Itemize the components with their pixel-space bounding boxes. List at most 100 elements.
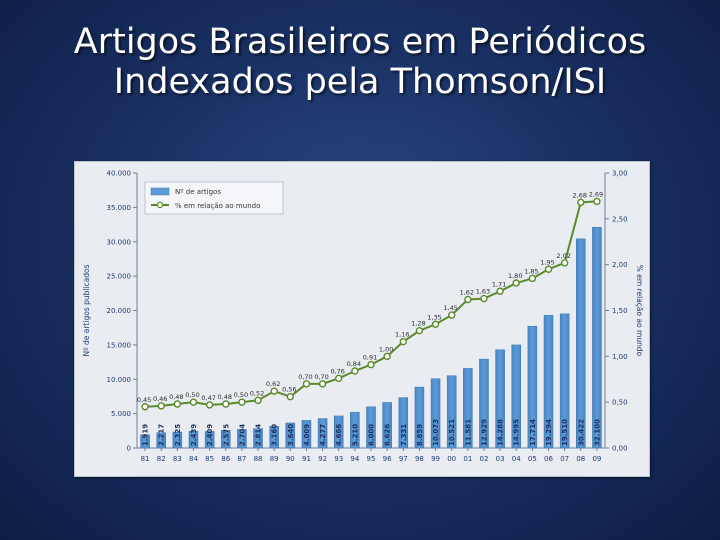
bar [237,429,247,449]
pct-point [335,374,343,383]
x-tick-label: 85 [205,455,214,463]
bar [559,313,570,449]
pct-point-label: 0,62 [266,380,280,388]
pct-point-label: 1,80 [508,272,522,280]
bar-value-label: 2.217 [158,424,166,446]
pct-point-label: 1,16 [395,331,409,339]
x-tick-label: 05 [528,455,537,463]
x-tick-label: 98 [415,455,424,463]
x-tick-label: 99 [431,455,440,463]
bar-value-label: 3.640 [287,424,295,446]
pct-line: 0,45 0,46 0,48 0,50 0,47 0,48 0,50 0,520,620,56… [137,190,603,411]
pct-point-label: 0,50 [185,391,199,399]
bar-value-label: 5.210 [351,424,359,446]
bar-value-label: 1.919 [142,424,150,446]
pct-point-label: 0,70 [298,373,312,381]
y-tick-label-right: 1,00 [612,353,628,361]
legend-swatch-bars [150,187,170,196]
pct-point [351,367,359,375]
y-tick-label-left: 10.000 [107,376,132,384]
legend: Nº de artigos % em relação ao mundo [144,181,284,215]
y-tick-label-left: 15.000 [107,341,132,349]
pct-point-label: 0,91 [363,354,377,362]
pct-point [205,401,214,409]
x-tick-label: 92 [318,455,327,463]
y-tick-label-left: 20.000 [107,307,132,315]
y-tick-label-left: 25.000 [107,273,132,281]
pct-point-label: 1,95 [540,258,554,266]
pct-point-label: 0,56 [282,386,296,394]
bar [446,375,457,449]
pct-point [222,400,230,408]
pct-point [238,398,246,406]
y-tick-label-right: 2,50 [612,215,628,223]
bar [463,368,473,449]
bar-value-label: 3.160 [271,424,279,446]
bar [398,397,409,449]
bar [285,422,296,449]
bar [269,426,279,449]
pct-point-label: 2,02 [556,252,570,260]
x-tick-label: 93 [334,455,343,463]
pct-point [318,380,327,388]
pct-point-label: 1,45 [443,304,457,312]
x-tick-label: 96 [383,455,392,463]
bar-value-label: 2.704 [238,424,246,446]
x-tick-label: 81 [141,455,150,463]
pct-point-label: 0,45 [137,396,151,404]
bar [350,411,360,449]
y-tick-label-right: 0,00 [612,445,628,453]
bar [576,238,586,449]
bar [527,325,538,449]
bar-value-label: 14.288 [497,419,505,446]
y-axis-title-left: Nº de artigos publicados [82,264,91,356]
pct-point-label: 0,46 [153,395,167,403]
pct-point [189,398,198,406]
x-tick-label: 08 [576,455,585,463]
pct-point [512,279,520,287]
bar-value-label: 12.929 [480,419,488,446]
pct-point-label: 2,68 [573,191,587,199]
x-tick-label: 87 [237,455,246,463]
slide-title-line-1: Artigos Brasileiros em Periódicos [73,22,647,62]
combo-chart: 0 5.000 10.000 15.000 20.000 25.000 30.000 35.0… [82,170,644,464]
bar-value-label: 4.666 [335,424,343,446]
bar-value-label: 2.325 [174,424,182,446]
pct-point [593,197,601,206]
bar [543,315,554,449]
chart-panel: 0 5.000 10.000 15.000 20.000 25.000 30.000 35.0… [74,161,650,477]
bar [414,386,425,449]
bar [188,430,199,449]
bar-value-label: 19.510 [561,419,569,446]
x-tick-label: 00 [447,455,456,463]
y-tick-label-right: 1,50 [612,307,628,315]
bar-value-label: 19.294 [545,419,553,446]
bar-value-label: 6.626 [384,424,392,446]
pct-point [302,380,311,388]
pct-point [577,198,585,207]
x-tick-label: 09 [592,455,601,463]
bar [220,430,231,449]
slide-title: Artigos Brasileiros em Periódicos Indexa… [0,22,720,102]
pct-point [464,295,472,304]
x-tick-label: 89 [270,455,279,463]
bar [204,431,215,449]
pct-point-label: 0,52 [250,389,264,397]
x-tick-label: 07 [560,455,569,463]
x-tick-label: 83 [173,455,182,463]
pct-point [254,396,262,405]
bar [253,428,263,449]
bar-value-label: 4.009 [303,424,311,446]
legend-swatch-marker [156,201,164,209]
bar-value-label: 32.100 [593,419,601,446]
pct-point-label: 0,48 [218,393,232,401]
bar-value-label: 6.000 [368,424,376,446]
x-tick-label: 06 [544,455,553,463]
bar-value-label: 30.422 [577,419,585,446]
y-tick-label-left: 35.000 [107,204,132,212]
axes: 0 5.000 10.000 15.000 20.000 25.000 30.000 35.0… [82,170,644,464]
pct-point-label: 0,84 [347,360,361,368]
pct-point-label: 1,28 [411,320,425,328]
pct-point-label: 0,70 [314,373,328,381]
x-tick-label: 03 [496,455,505,463]
